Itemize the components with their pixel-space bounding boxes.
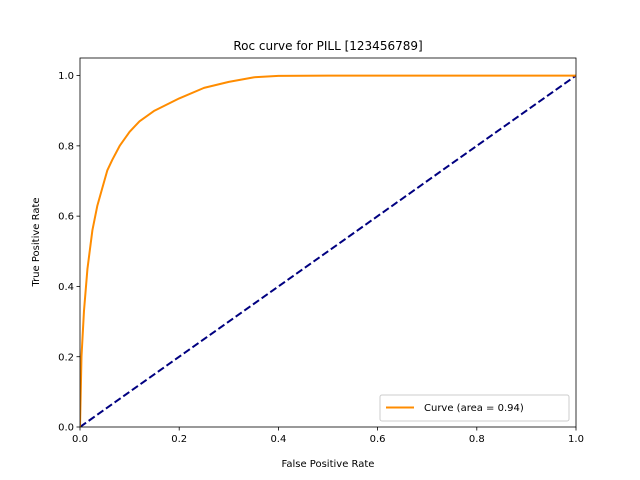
x-tick-label: 0.2 bbox=[171, 434, 187, 445]
series-group bbox=[80, 74, 576, 427]
x-axis: 0.0 0.2 0.4 0.6 0.8 1.0 bbox=[72, 427, 584, 445]
roc-curve-line bbox=[80, 74, 576, 427]
x-tick-label: 0.8 bbox=[469, 434, 485, 445]
x-tick-label: 0.6 bbox=[370, 434, 386, 445]
plot-frame bbox=[79, 57, 577, 428]
y-tick-label: 1.0 bbox=[58, 71, 74, 82]
y-tick-label: 0.8 bbox=[58, 141, 74, 152]
y-tick-label: 0.0 bbox=[58, 423, 74, 434]
y-axis: 0.0 0.2 0.4 0.6 0.8 1.0 bbox=[58, 71, 80, 434]
legend: Curve (area = 0.94) bbox=[379, 394, 570, 422]
chart-title: Roc curve for PILL [123456789] bbox=[233, 39, 422, 53]
plot-area bbox=[79, 57, 577, 428]
y-axis-label: True Positive Rate bbox=[31, 197, 42, 287]
legend-entry-label: Curve (area = 0.94) bbox=[424, 403, 524, 414]
y-tick-label: 0.4 bbox=[58, 282, 74, 293]
x-tick-label: 0.0 bbox=[72, 434, 88, 445]
y-tick-label: 0.6 bbox=[58, 212, 74, 223]
y-tick-label: 0.2 bbox=[58, 352, 74, 363]
legend-box bbox=[379, 394, 570, 422]
x-tick-label: 1.0 bbox=[568, 434, 584, 445]
x-tick-label: 0.4 bbox=[270, 434, 286, 445]
x-axis-label: False Positive Rate bbox=[282, 459, 375, 470]
diagonal-reference-line bbox=[80, 74, 576, 427]
